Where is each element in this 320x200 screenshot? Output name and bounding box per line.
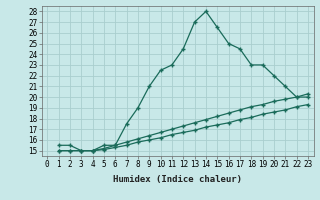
X-axis label: Humidex (Indice chaleur): Humidex (Indice chaleur) [113, 175, 242, 184]
